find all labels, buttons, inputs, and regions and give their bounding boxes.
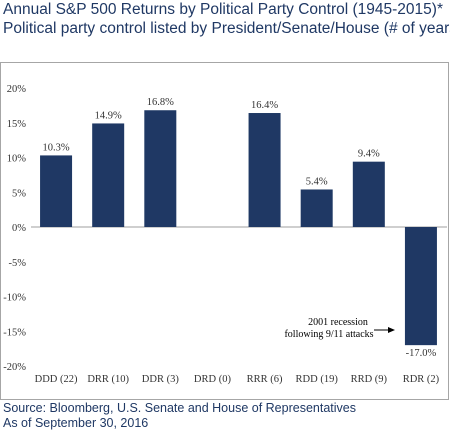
annotation-line-2: following 9/11 attacks xyxy=(284,329,373,340)
y-tick-label: -5% xyxy=(9,258,27,269)
data-label: 10.3% xyxy=(43,142,70,153)
bar xyxy=(40,155,73,227)
title-line-2: Political party control listed by Presid… xyxy=(3,20,450,37)
x-tick-label: DRD (0) xyxy=(194,374,232,385)
y-tick-label: 20% xyxy=(7,84,27,95)
bar xyxy=(92,123,125,227)
x-tick-label: RDD (19) xyxy=(296,374,339,385)
data-label: 9.4% xyxy=(358,149,380,160)
chart-frame xyxy=(0,62,449,400)
y-tick-label: -10% xyxy=(3,293,26,304)
y-tick-label: -20% xyxy=(3,362,26,373)
data-label: -17.0% xyxy=(406,348,437,359)
source-line-1: Source: Bloomberg, U.S. Senate and House… xyxy=(3,401,356,415)
data-label: 16.4% xyxy=(251,100,278,111)
y-tick-label: 5% xyxy=(12,188,26,199)
x-tick-label: RRR (6) xyxy=(247,374,283,385)
y-tick-label: 10% xyxy=(7,154,27,165)
annotation-arrow-head xyxy=(388,327,395,333)
source-line-2: As of September 30, 2016 xyxy=(3,415,149,430)
data-label: 16.8% xyxy=(147,97,174,108)
x-tick-label: DRR (10) xyxy=(87,374,129,385)
y-tick-label: 0% xyxy=(12,223,26,234)
bar xyxy=(352,161,385,227)
data-label: 14.9% xyxy=(95,110,122,121)
source-note: Source: Bloomberg, U.S. Senate and House… xyxy=(3,401,449,430)
bar xyxy=(248,113,281,227)
title-line-1: Annual S&P 500 Returns by Political Part… xyxy=(3,1,443,18)
y-tick-label: -15% xyxy=(3,327,26,338)
x-tick-label: DDD (22) xyxy=(35,374,78,385)
bar xyxy=(404,227,437,346)
bar xyxy=(144,110,177,227)
x-tick-label: RDR (2) xyxy=(403,374,440,385)
bar xyxy=(300,189,333,227)
y-tick-label: 15% xyxy=(7,119,27,130)
annotation-line-1: 2001 recession xyxy=(308,317,368,328)
x-tick-label: DDR (3) xyxy=(142,374,180,385)
data-label: 5.4% xyxy=(306,176,328,187)
chart-title: Annual S&P 500 Returns by Political Part… xyxy=(3,0,450,38)
x-tick-label: RRD (9) xyxy=(351,374,388,385)
